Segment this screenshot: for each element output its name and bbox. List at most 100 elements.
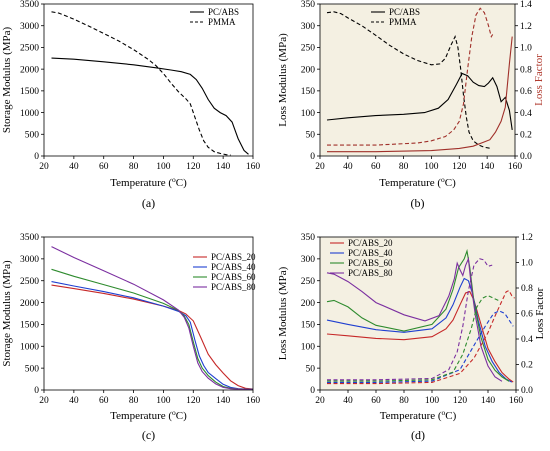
x-axis-label-text: Temperature ( (380, 410, 442, 422)
plot-frame (43, 236, 254, 391)
y-tick-label: 150 (301, 87, 316, 97)
y2-tick-label: 0.6 (520, 87, 532, 97)
series-line-pc-abs-80 (51, 246, 253, 390)
legend-label: PC/ABS_60 (348, 258, 393, 268)
y-tick-label: 2500 (20, 44, 39, 54)
y2-axis-label: Loss Factor (533, 54, 545, 106)
series-group (326, 248, 515, 385)
x-tick-label: 60 (99, 396, 109, 406)
y-tick-label: 1500 (20, 321, 39, 331)
series-line-loss-factor-4 (327, 7, 494, 146)
y-tick-label: 300 (301, 22, 316, 32)
y-tick-label: 500 (25, 130, 40, 140)
x-tick-label: 20 (39, 396, 49, 406)
x-tick-label: 80 (399, 396, 409, 406)
plot-area (44, 237, 253, 390)
series-line-pc-abs-80 (326, 256, 503, 382)
chart-panel-1: 20 40 60 80 100 120 140 160 0 500 1000 1500 2000 2500… (1, 0, 260, 210)
x-axis-label-text: Temperature ( (379, 177, 441, 189)
x-tick-label: 140 (216, 396, 231, 406)
x-tick-label: 60 (371, 396, 381, 406)
x-tick-label: 100 (425, 396, 440, 406)
x-axis-label-end: C) (445, 410, 456, 422)
series-line-pc-abs-20 (326, 290, 514, 383)
y-tick-label: 50 (306, 364, 316, 374)
x-tick-label: 160 (246, 396, 261, 406)
y-tick-label: 200 (301, 299, 316, 309)
plot-frame (43, 3, 254, 157)
y-tick-label: 250 (301, 277, 316, 287)
series-line-loss-factor-3 (327, 36, 513, 153)
legend-label: PMMA (389, 17, 417, 27)
y2-tick-label: 0.8 (521, 284, 533, 294)
y2-tick-label: 1.4 (520, 0, 532, 10)
y-tick-label: 0 (310, 152, 315, 162)
x-axis-label: Temperature (oC) (380, 408, 457, 422)
x-tick-label: 100 (424, 162, 439, 172)
x-tick-label: 120 (453, 396, 468, 406)
y2-tick-label: 0.8 (520, 65, 532, 75)
x-tick-label: 80 (129, 396, 139, 406)
legend-label: PMMA (208, 17, 236, 27)
series-line-pc-abs-40 (326, 277, 513, 383)
y2-tick-label: 0.0 (521, 386, 533, 396)
y-axis-label: Loss Modulus (MPa) (277, 266, 289, 360)
y2-tick-label: 0.6 (521, 310, 533, 320)
series-line-pmma (51, 11, 231, 156)
x-tick-label: 40 (343, 396, 353, 406)
x-axis-label-sup: o (172, 175, 176, 184)
y-tick-label: 0 (34, 152, 39, 162)
x-axis-label-end: C) (445, 177, 456, 189)
x-axis-label: Temperature (oC) (379, 175, 456, 189)
y-tick-label: 2000 (20, 65, 39, 75)
series-line-pc-abs (51, 57, 249, 155)
y-axis-label: Loss Modulus (MPa) (277, 33, 289, 127)
panel-label: (a) (142, 196, 155, 210)
x-tick-label: 120 (452, 162, 467, 172)
x-tick-label: 20 (315, 396, 325, 406)
plot-area (320, 4, 515, 156)
series-line-loss-factor-6 (327, 310, 514, 383)
y2-tick-label: 0.0 (520, 152, 532, 162)
x-tick-label: 20 (39, 162, 49, 172)
y-axis-label: Storage Modulus (MPa) (1, 260, 13, 367)
y2-axis-label: Loss Factor (534, 287, 546, 339)
x-axis-label: Temperature (oC) (110, 175, 187, 189)
series-line-pc-abs (326, 72, 513, 130)
x-tick-label: 40 (69, 162, 79, 172)
x-tick-label: 80 (129, 162, 139, 172)
legend-label: PC/ABS (389, 7, 420, 17)
x-axis-label-sup: o (442, 408, 446, 417)
x-axis-label-sup: o (441, 175, 445, 184)
y2-tick-label: 0.2 (520, 130, 532, 140)
x-tick-label: 60 (371, 162, 381, 172)
legend-label: PC/ABS_60 (211, 272, 256, 282)
y2-tick-label: 0.4 (521, 335, 533, 345)
x-tick-label: 120 (186, 162, 201, 172)
y2-tick-label: 0.4 (520, 109, 532, 119)
y-tick-label: 3000 (20, 255, 39, 265)
y2-tick-label: 1.0 (521, 259, 533, 269)
y-tick-label: 200 (301, 65, 316, 75)
x-tick-label: 100 (156, 396, 171, 406)
series-line-pc-abs-40 (51, 281, 253, 390)
y-tick-label: 2000 (20, 299, 39, 309)
x-tick-label: 80 (399, 162, 409, 172)
x-tick-label: 120 (186, 396, 201, 406)
x-axis-label-text: Temperature ( (110, 177, 172, 189)
panel-label: (c) (142, 428, 155, 442)
legend-label: PC/ABS_80 (211, 282, 256, 292)
y-tick-label: 300 (301, 255, 316, 265)
chart-panel-3: 20 40 60 80 100 120 140 160 0 500 1000 1500 2000 2500… (1, 233, 260, 442)
y-tick-label: 150 (301, 321, 316, 331)
y2-tick-label: 1.2 (521, 233, 533, 243)
legend-label: PC/ABS (208, 7, 239, 17)
series-line-loss-factor-7 (327, 294, 500, 382)
x-axis-label-end: C) (176, 177, 187, 189)
chart-panel-4: 20 40 60 80 100 120 140 160 0 50 100 150 200 250 300 35… (277, 233, 546, 442)
x-tick-label: 140 (481, 396, 496, 406)
